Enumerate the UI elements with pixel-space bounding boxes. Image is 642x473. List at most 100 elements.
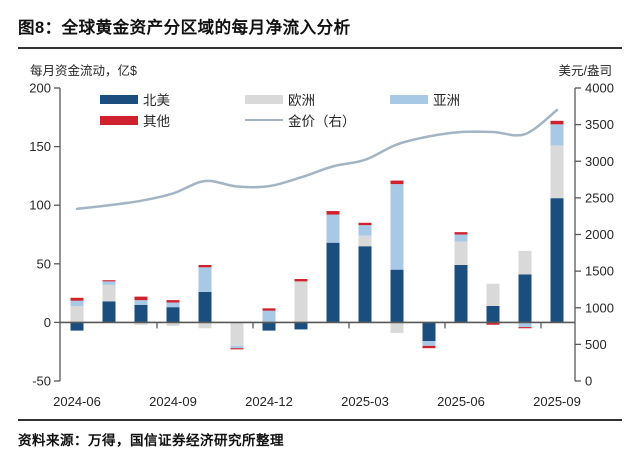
right-axis-tick-label: 500: [585, 337, 607, 352]
bar-segment-asia: [102, 281, 116, 285]
bar-segment-other: [102, 280, 116, 282]
left-axis-tick-label: 150: [29, 139, 51, 154]
bar-segment-asia: [358, 225, 372, 236]
right-axis-tick-label: 0: [585, 374, 592, 389]
europe-swatch-icon: [245, 94, 283, 104]
bar-segment-north_america: [70, 322, 84, 331]
title-divider: [18, 47, 622, 49]
bar-segment-other: [326, 211, 340, 215]
right-axis-tick-label: 1000: [585, 300, 614, 315]
x-axis-tick-label: 2025-09: [533, 394, 581, 409]
bar-segment-europe: [390, 322, 404, 333]
bar-segment-europe: [358, 235, 372, 247]
x-axis-tick-label: 2025-03: [341, 394, 389, 409]
bar-segment-north_america: [294, 322, 308, 330]
legend-item-other: 其他: [100, 114, 170, 129]
bar-segment-other: [454, 232, 468, 235]
figure-title: 图8：全球黄金资产分区域的每月净流入分析: [18, 19, 351, 37]
bar-segment-north_america: [134, 304, 148, 323]
bar-segment-other: [390, 180, 404, 185]
left-axis-tick-label: 50: [37, 256, 51, 271]
bar-segment-other: [166, 300, 180, 303]
bar-segment-europe: [550, 145, 564, 199]
bar-segment-asia: [70, 300, 84, 306]
left-axis-tick-label: 100: [29, 198, 51, 213]
bar-segment-north_america: [262, 322, 276, 331]
bar-segment-other: [70, 297, 84, 301]
gold-line-swatch-icon: [245, 118, 283, 122]
right-axis-tick-label: 2500: [585, 190, 614, 205]
bar-segment-europe: [230, 322, 244, 346]
bar-segment-europe: [454, 241, 468, 265]
gold-price-line: [75, 108, 559, 211]
legend-item-gold-price: 金价（右）: [245, 114, 356, 129]
bar-segment-asia: [262, 310, 276, 323]
legend-item-asia: 亚洲: [390, 93, 460, 108]
bar-segment-north_america: [166, 307, 180, 323]
north-america-swatch-icon: [100, 94, 138, 104]
bar-segment-other: [134, 296, 148, 301]
bar-segment-north_america: [422, 322, 436, 342]
legend-label: 欧洲: [288, 93, 315, 108]
bar-segment-north_america: [486, 305, 500, 323]
bar-segment-asia: [134, 300, 148, 305]
bar-segment-north_america: [326, 242, 340, 323]
asia-swatch-icon: [390, 94, 428, 104]
x-axis-tick-label: 2024-09: [149, 394, 197, 409]
legend-label: 亚洲: [433, 93, 460, 108]
bar-segment-other: [486, 322, 500, 325]
bar-segment-north_america: [550, 198, 564, 323]
x-axis-tick-label: 2024-06: [53, 394, 101, 409]
legend-item-north-america: 北美: [100, 93, 170, 108]
bar-segment-europe: [518, 250, 532, 275]
other-swatch-icon: [100, 115, 138, 125]
bar-segment-north_america: [454, 264, 468, 323]
bar-segment-asia: [390, 184, 404, 270]
bar-segment-asia: [198, 267, 212, 292]
bar-segment-other: [358, 222, 372, 226]
right-axis-tick-label: 2000: [585, 227, 614, 242]
bar-segment-other: [422, 345, 436, 349]
bar-segment-europe: [134, 322, 148, 325]
bar-segment-north_america: [358, 246, 372, 323]
bar-segment-europe: [198, 322, 212, 329]
right-axis-tick-label: 3500: [585, 117, 614, 132]
left-axis-tick-label: 200: [29, 81, 51, 96]
left-axis-tick-label: -50: [32, 374, 51, 389]
bar-segment-europe: [294, 281, 308, 323]
bar-segment-europe: [70, 305, 84, 323]
bar-segment-asia: [422, 341, 436, 346]
legend-label: 其他: [143, 114, 170, 129]
x-axis-tick-label: 2024-12: [245, 394, 293, 409]
bar-segment-asia: [166, 302, 180, 308]
bar-segment-other: [262, 308, 276, 311]
source-note: 资料来源：万得，国信证券经济研究所整理: [18, 433, 284, 448]
left-axis-unit-label: 每月资金流动，亿$: [30, 64, 137, 78]
bar-segment-asia: [518, 322, 532, 328]
bar-segment-north_america: [518, 274, 532, 323]
right-axis-tick-label: 4000: [585, 81, 614, 96]
bar-segment-other: [550, 120, 564, 125]
bar-segment-north_america: [198, 291, 212, 323]
bar-segment-asia: [550, 124, 564, 146]
legend-item-europe: 欧洲: [245, 93, 315, 108]
right-axis-tick-label: 1500: [585, 264, 614, 279]
bar-segment-europe: [166, 322, 180, 326]
footer-divider: [18, 419, 622, 421]
bar-segment-other: [518, 327, 532, 329]
legend-label: 北美: [143, 93, 170, 108]
x-axis-tick-label: 2025-06: [437, 394, 485, 409]
bar-segment-other: [294, 279, 308, 282]
right-axis-unit-label: 美元/盎司: [558, 64, 612, 78]
bar-segment-north_america: [390, 269, 404, 323]
left-axis-tick-label: 0: [44, 315, 51, 330]
bar-segment-asia: [326, 214, 340, 243]
bar-segment-other: [230, 348, 244, 350]
bar-segment-europe: [102, 284, 116, 302]
bar-segment-europe: [486, 283, 500, 306]
bar-segment-asia: [454, 234, 468, 242]
bar-segment-other: [198, 264, 212, 268]
bar-segment-north_america: [102, 301, 116, 323]
legend-label: 金价（右）: [288, 114, 356, 129]
